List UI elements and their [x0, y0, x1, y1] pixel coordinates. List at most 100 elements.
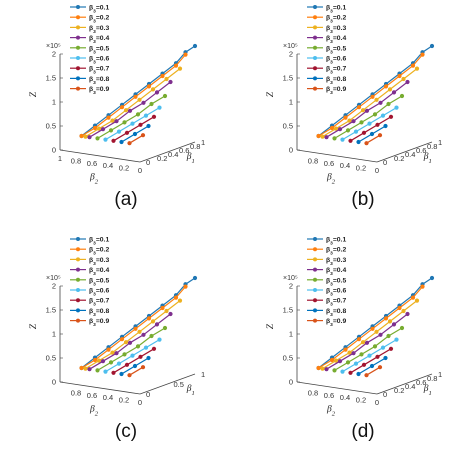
legend-marker [76, 25, 80, 30]
series-6 [340, 337, 399, 374]
z-multiplier-label: ×10⁵ [283, 275, 298, 282]
data-point [108, 360, 114, 365]
legend-marker [76, 277, 80, 282]
data-point [140, 133, 146, 138]
legend-label: β3=0.6 [89, 56, 109, 66]
y-axis-label: β1 [186, 384, 195, 397]
subplot-caption: (a) [114, 189, 137, 210]
data-point [141, 100, 146, 105]
y-tick-label: 0.6 [416, 146, 426, 155]
x-tick-label: 0.2 [119, 164, 129, 173]
series-8 [356, 123, 388, 145]
data-point [414, 298, 420, 303]
legend-label: β3=0.6 [326, 288, 346, 298]
legend-label: β3=0.2 [89, 15, 109, 25]
data-point [316, 133, 321, 139]
data-point [332, 368, 337, 373]
legend-label: β3=0.6 [89, 288, 109, 298]
data-point [370, 326, 375, 331]
data-point [127, 108, 133, 113]
series-line [113, 348, 155, 374]
series-5 [332, 93, 405, 141]
data-point [410, 295, 416, 300]
y-tick-label: 1 [438, 370, 442, 379]
data-point [114, 119, 119, 124]
x-tick-label: 0.8 [308, 388, 318, 397]
legend-marker [76, 66, 80, 71]
data-point [114, 351, 119, 356]
data-point [343, 347, 348, 352]
data-point [372, 344, 378, 349]
legend-label: β3=0.1 [326, 5, 346, 15]
data-point [150, 87, 156, 92]
y-axis-label: β1 [423, 384, 432, 397]
data-point [100, 127, 106, 132]
data-point [340, 137, 345, 142]
data-point [154, 90, 160, 95]
legend-label: β3=0.8 [326, 76, 346, 86]
legend-marker [313, 35, 317, 40]
data-point [391, 322, 397, 327]
z-tick-label: 1 [52, 330, 56, 339]
data-point [378, 332, 383, 337]
data-point [95, 136, 100, 141]
series-3 [320, 298, 420, 371]
legend-label: β3=0.6 [326, 56, 346, 66]
data-point [87, 367, 92, 372]
legend-marker [313, 56, 317, 60]
data-point [150, 319, 156, 324]
legend-marker [76, 45, 80, 50]
data-point [386, 101, 391, 107]
data-point [337, 359, 343, 364]
data-point [177, 66, 183, 71]
data-point [383, 84, 389, 89]
data-point [380, 345, 386, 350]
x-tick-label: 0 [375, 398, 379, 407]
legend: β3=0.1β3=0.2β3=0.3β3=0.4β3=0.5β3=0.6β3=0… [307, 237, 346, 328]
series-2 [79, 52, 188, 139]
legend-marker [313, 308, 317, 313]
data-point [386, 333, 391, 339]
y-tick-label: 0.4 [168, 150, 178, 159]
legend-label: β3=0.4 [89, 35, 109, 45]
data-point [356, 105, 362, 110]
data-point [401, 308, 406, 314]
data-point [353, 361, 359, 366]
x-tick-label: 0.6 [87, 159, 97, 168]
x-axis-label: β2 [89, 172, 99, 185]
data-point [141, 332, 146, 337]
legend-label: β3=0.8 [89, 308, 109, 318]
data-point [387, 87, 393, 92]
data-point [160, 305, 165, 311]
data-point [377, 133, 383, 138]
x-tick-label: 0.8 [308, 156, 318, 165]
series-line [85, 68, 181, 138]
series-5 [95, 93, 168, 141]
series-2 [79, 284, 188, 371]
z-tick-label: 1.5 [283, 306, 293, 315]
data-point [133, 94, 138, 99]
data-point [387, 319, 393, 324]
series-6 [103, 105, 162, 142]
z-tick-label: 0 [52, 146, 56, 155]
data-point [95, 368, 100, 373]
data-point [383, 316, 389, 321]
z-multiplier-label: ×10⁵ [46, 43, 61, 50]
series-2 [316, 52, 425, 139]
data-point [92, 125, 98, 131]
data-point [146, 123, 151, 129]
data-point [420, 52, 425, 57]
series-9 [364, 365, 383, 378]
series-line [129, 366, 144, 376]
x-axis-label: β2 [326, 172, 336, 185]
data-point [405, 79, 410, 85]
data-point [83, 134, 88, 139]
data-point [110, 118, 115, 123]
data-point [146, 84, 152, 89]
data-point [399, 93, 405, 99]
data-point [364, 373, 369, 378]
z-tick-label: 1.5 [46, 74, 56, 83]
data-point [106, 347, 111, 352]
y-tick-label: 0 [383, 390, 387, 399]
